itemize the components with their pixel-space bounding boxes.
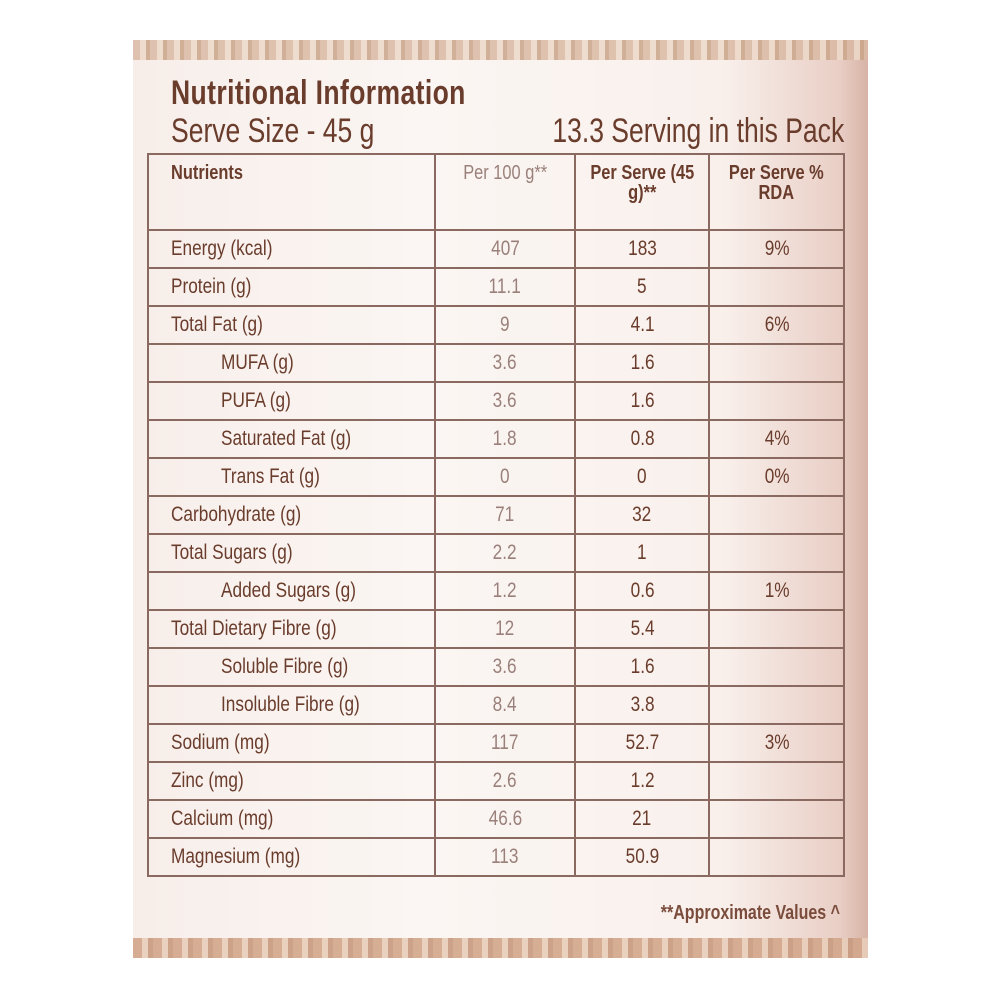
serve-size: Serve Size - 45 g (171, 112, 375, 150)
rda-value (708, 837, 845, 877)
rda-value (708, 343, 845, 383)
table-row: Soluble Fibre (g) 3.6 1.6 (146, 647, 845, 687)
rda-value (708, 799, 845, 839)
table-row: Total Fat (g) 9 4.1 6% (146, 305, 845, 345)
nutrition-table: Nutrients Per 100 g** Per Serve (45 g)**… (146, 153, 845, 877)
rda-value (708, 647, 845, 687)
nutrient-name: Soluble Fibre (g) (146, 647, 437, 687)
per-serve-value: 1.2 (573, 761, 711, 801)
table-row: MUFA (g) 3.6 1.6 (146, 343, 845, 383)
table-row: Calcium (mg) 46.6 21 (146, 799, 845, 839)
per-serve-value: 3.8 (573, 685, 711, 725)
nutrient-name: Protein (g) (146, 267, 437, 307)
nutrient-name: Carbohydrate (g) (146, 495, 437, 535)
per-100g-value: 3.6 (434, 647, 576, 687)
nutrient-name: Total Sugars (g) (146, 533, 437, 573)
nutrient-name: Trans Fat (g) (146, 457, 437, 497)
table-row: Zinc (mg) 2.6 1.2 (146, 761, 845, 801)
rda-value: 6% (708, 305, 845, 345)
rda-value (708, 533, 845, 573)
header-per-serve: Per Serve (45 g)** (573, 153, 711, 231)
nutrient-name: Added Sugars (g) (146, 571, 437, 611)
per-serve-value: 1.6 (573, 343, 711, 383)
per-serve-value: 1 (573, 533, 711, 573)
nutrient-name: MUFA (g) (146, 343, 437, 383)
per-100g-value: 11.1 (434, 267, 576, 307)
per-serve-value: 1.6 (573, 647, 711, 687)
servings-per-pack: 13.3 Serving in this Pack (552, 112, 844, 150)
table-row: PUFA (g) 3.6 1.6 (146, 381, 845, 421)
per-100g-value: 71 (434, 495, 576, 535)
footnote: **Approximate Values ^ (660, 902, 840, 924)
per-100g-value: 1.8 (434, 419, 576, 459)
per-serve-value: 5.4 (573, 609, 711, 649)
table-row: Saturated Fat (g) 1.8 0.8 4% (146, 419, 845, 459)
rda-value: 4% (708, 419, 845, 459)
table-row: Protein (g) 11.1 5 (146, 267, 845, 307)
header-per-100g: Per 100 g** (434, 153, 576, 231)
rda-value: 3% (708, 723, 845, 763)
table-row: Trans Fat (g) 0 0 0% (146, 457, 845, 497)
per-100g-value: 9 (434, 305, 576, 345)
per-100g-value: 12 (434, 609, 576, 649)
per-serve-value: 21 (573, 799, 711, 839)
rda-value (708, 381, 845, 421)
per-serve-value: 183 (573, 229, 711, 269)
rda-value (708, 609, 845, 649)
per-serve-value: 5 (573, 267, 711, 307)
rda-value (708, 761, 845, 801)
rda-value (708, 685, 845, 725)
header-nutrients: Nutrients (146, 153, 437, 231)
rda-value: 9% (708, 229, 845, 269)
per-100g-value: 2.6 (434, 761, 576, 801)
nutrient-name: Total Dietary Fibre (g) (146, 609, 437, 649)
per-serve-value: 0 (573, 457, 711, 497)
nutrient-name: Zinc (mg) (146, 761, 437, 801)
per-serve-value: 0.6 (573, 571, 711, 611)
per-100g-value: 407 (434, 229, 576, 269)
per-100g-value: 117 (434, 723, 576, 763)
nutrient-name: Saturated Fat (g) (146, 419, 437, 459)
per-serve-value: 50.9 (573, 837, 711, 877)
rda-value (708, 267, 845, 307)
per-serve-value: 32 (573, 495, 711, 535)
per-serve-value: 52.7 (573, 723, 711, 763)
nutrient-name: Energy (kcal) (146, 229, 437, 269)
table-row: Total Sugars (g) 2.2 1 (146, 533, 845, 573)
header-rda: Per Serve % RDA (708, 153, 845, 231)
per-serve-value: 4.1 (573, 305, 711, 345)
per-serve-value: 1.6 (573, 381, 711, 421)
table-row: Energy (kcal) 407 183 9% (146, 229, 845, 269)
per-100g-value: 0 (434, 457, 576, 497)
per-100g-value: 1.2 (434, 571, 576, 611)
table-row: Sodium (mg) 117 52.7 3% (146, 723, 845, 763)
per-100g-value: 113 (434, 837, 576, 877)
nutrient-name: Total Fat (g) (146, 305, 437, 345)
nutrient-name: PUFA (g) (146, 381, 437, 421)
label-title: Nutritional Information (171, 74, 466, 112)
decorative-band-top (133, 40, 868, 60)
table-row: Total Dietary Fibre (g) 12 5.4 (146, 609, 845, 649)
per-100g-value: 3.6 (434, 343, 576, 383)
table-row: Added Sugars (g) 1.2 0.6 1% (146, 571, 845, 611)
per-100g-value: 8.4 (434, 685, 576, 725)
nutrient-name: Magnesium (mg) (146, 837, 437, 877)
table-row: Insoluble Fibre (g) 8.4 3.8 (146, 685, 845, 725)
nutrition-label: Nutritional Information Serve Size - 45 … (133, 40, 868, 958)
rda-value: 0% (708, 457, 845, 497)
table-row: Carbohydrate (g) 71 32 (146, 495, 845, 535)
per-100g-value: 2.2 (434, 533, 576, 573)
table-row: Magnesium (mg) 113 50.9 (146, 837, 845, 877)
table-header-row: Nutrients Per 100 g** Per Serve (45 g)**… (146, 153, 845, 231)
nutrient-name: Sodium (mg) (146, 723, 437, 763)
rda-value (708, 495, 845, 535)
per-100g-value: 3.6 (434, 381, 576, 421)
nutrient-name: Insoluble Fibre (g) (146, 685, 437, 725)
nutrient-name: Calcium (mg) (146, 799, 437, 839)
per-serve-value: 0.8 (573, 419, 711, 459)
decorative-band-bottom (133, 938, 868, 958)
per-100g-value: 46.6 (434, 799, 576, 839)
rda-value: 1% (708, 571, 845, 611)
